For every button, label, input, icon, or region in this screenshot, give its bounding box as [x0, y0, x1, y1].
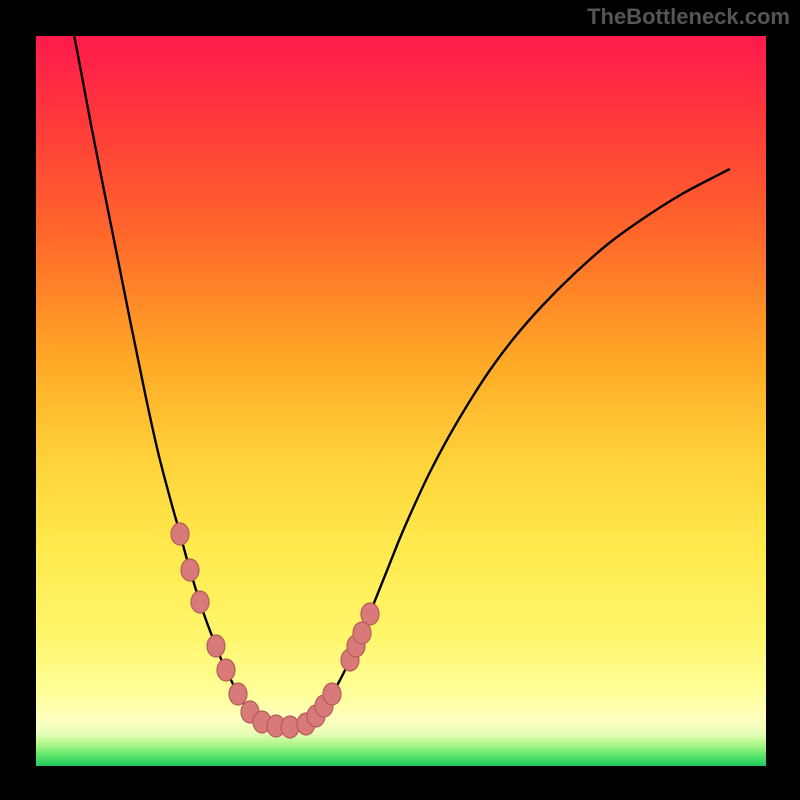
marker-dot: [323, 683, 341, 705]
marker-dot: [171, 523, 189, 545]
plot-area: [36, 36, 766, 766]
marker-dot: [207, 635, 225, 657]
marker-dot: [281, 716, 299, 738]
marker-dot: [191, 591, 209, 613]
marker-dot: [217, 659, 235, 681]
marker-dot: [181, 559, 199, 581]
watermark-text: TheBottleneck.com: [587, 4, 790, 30]
marker-dot: [353, 622, 371, 644]
curve-path: [67, 36, 730, 727]
chart-svg: [36, 36, 766, 766]
marker-dot: [229, 683, 247, 705]
markers-group: [171, 523, 379, 738]
